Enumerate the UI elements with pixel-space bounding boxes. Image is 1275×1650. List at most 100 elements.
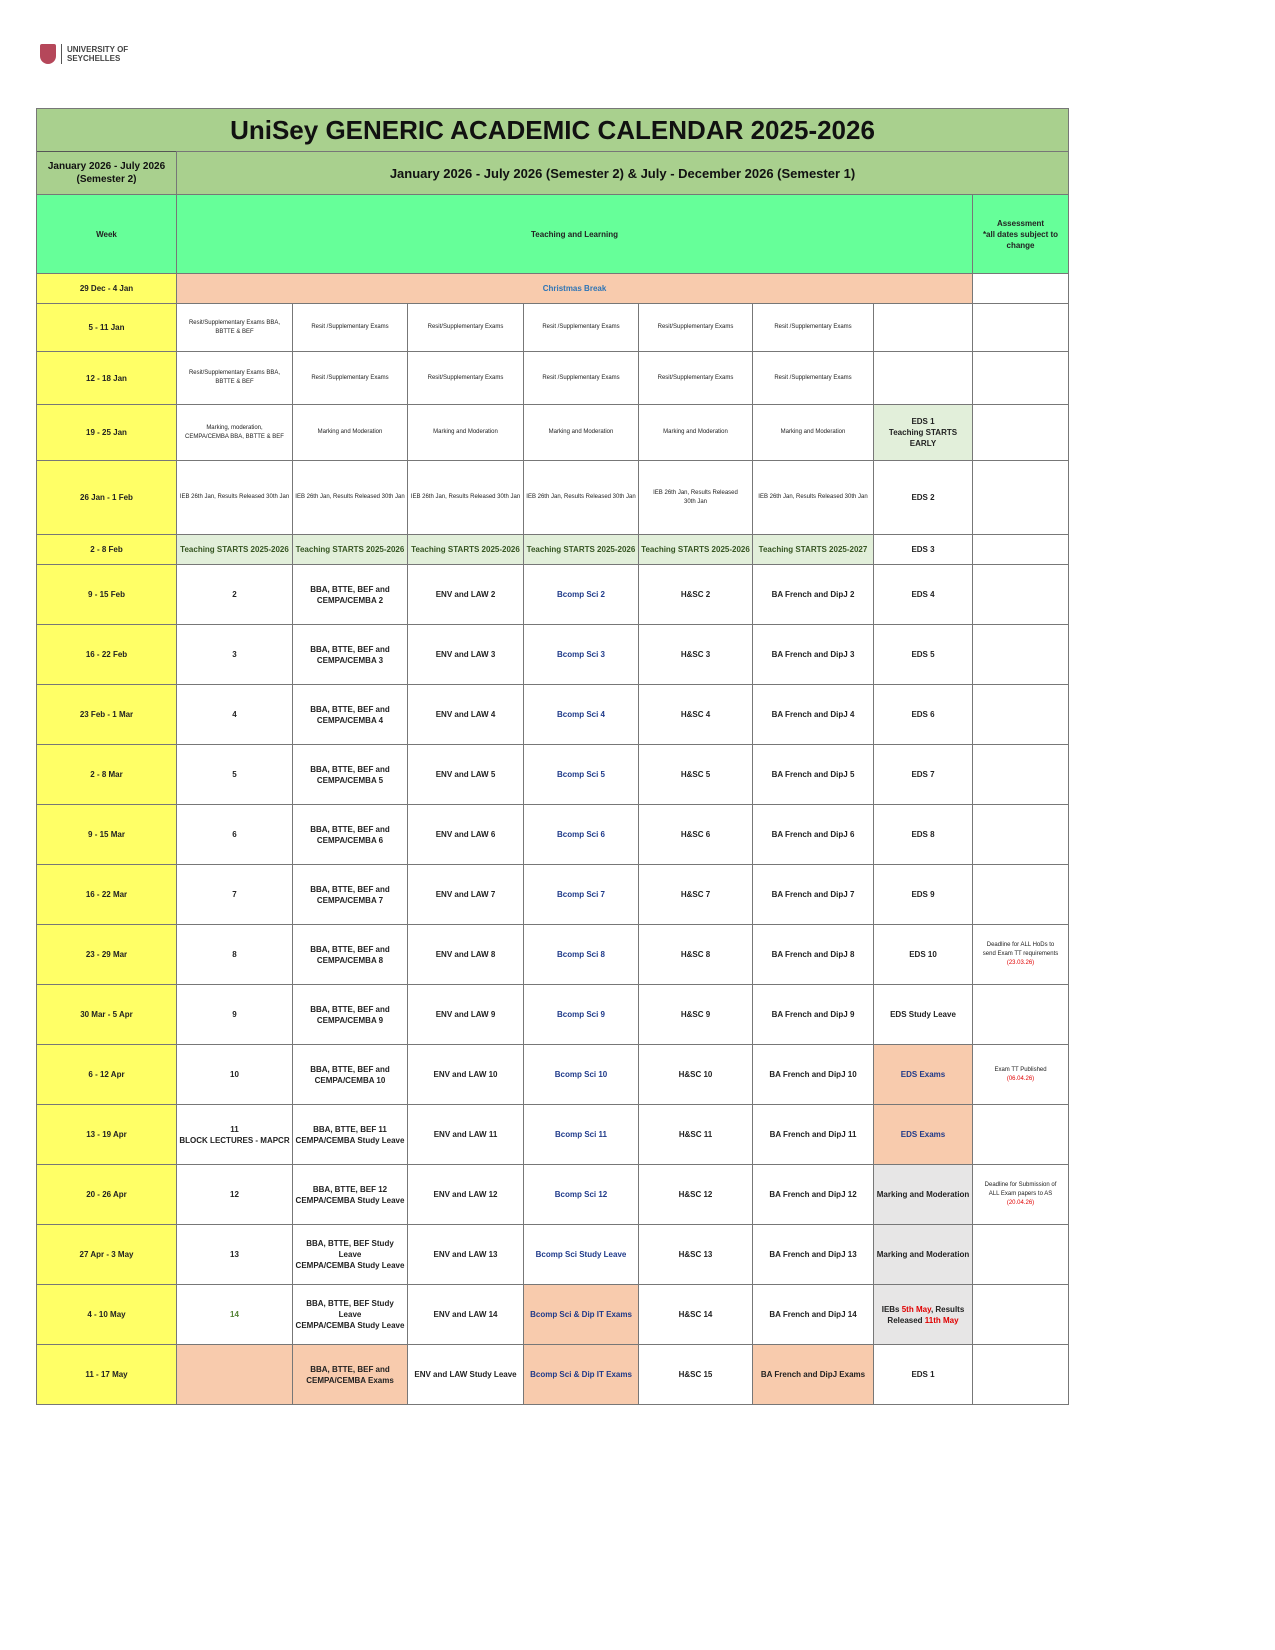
- table-row: 23 - 29 Mar 8 BBA, BTTE, BEF and CEMPA/CEM…: [36, 924, 1070, 985]
- schedule-cell: Bcomp Sci 8: [523, 924, 639, 985]
- text-segment: IEBs: [881, 1304, 902, 1314]
- schedule-cell: 11 BLOCK LECTURES - MAPCR: [176, 1104, 293, 1165]
- schedule-cell: ENV and LAW 6: [407, 804, 524, 865]
- academic-calendar-table: UniSey GENERIC ACADEMIC CALENDAR 2025-20…: [35, 108, 1070, 1405]
- schedule-cell: EDS 2: [873, 460, 973, 535]
- schedule-cell: Bcomp Sci 2: [523, 564, 639, 625]
- table-row: 27 Apr - 3 May 13 BBA, BTTE, BEF Study Lea…: [36, 1224, 1070, 1285]
- schedule-cell: Marking, moderation, CEMPA/CEMBA BBA, BB…: [176, 404, 293, 461]
- schedule-cell: EDS 6: [873, 684, 973, 745]
- schedule-cell: Resit /Supplementary Exams: [523, 351, 639, 405]
- schedule-cell: EDS Study Leave: [873, 984, 973, 1045]
- week-cell: 9 - 15 Feb: [36, 564, 177, 625]
- schedule-cell: ENV and LAW 13: [407, 1224, 524, 1285]
- week-cell: 30 Mar - 5 Apr: [36, 984, 177, 1045]
- table-row: 23 Feb - 1 Mar 4 BBA, BTTE, BEF and CEMPA/…: [36, 684, 1070, 745]
- schedule-cell: BA French and DipJ 12: [752, 1164, 874, 1225]
- schedule-cell: H&SC 3: [638, 624, 753, 685]
- schedule-cell: EDS 10: [873, 924, 973, 985]
- schedule-cell: Marking and Moderation: [752, 404, 874, 461]
- schedule-cell: ENV and LAW 10: [407, 1044, 524, 1105]
- assessment-cell: [971, 864, 1070, 925]
- schedule-cell: Resit/Supplementary Exams BBA, BBTTE & B…: [176, 303, 293, 352]
- schedule-cell: BA French and DipJ 10: [752, 1044, 874, 1105]
- schedule-cell: H&SC 13: [638, 1224, 753, 1285]
- logo-text: UNIVERSITY OF SEYCHELLES: [67, 45, 128, 63]
- crest-icon: [40, 44, 56, 64]
- schedule-cell: 8: [176, 924, 293, 985]
- table-row: 9 - 15 Mar 6 BBA, BTTE, BEF and CEMPA/CEMB…: [36, 804, 1070, 865]
- assessment-cell: Exam TT Published (06.04.26): [971, 1044, 1070, 1105]
- schedule-cell: H&SC 14: [638, 1284, 753, 1345]
- week-cell: 23 Feb - 1 Mar: [36, 684, 177, 745]
- schedule-cell: IEB 26th Jan, Results Released 30th Jan: [176, 460, 293, 535]
- week-cell: 20 - 26 Apr: [36, 1164, 177, 1225]
- schedule-cell: [873, 351, 973, 405]
- schedule-cell: 2: [176, 564, 293, 625]
- table-row: 5 - 11 Jan Resit/Supplementary Exams BBA,…: [36, 303, 1070, 352]
- schedule-cell: Resit /Supplementary Exams: [292, 351, 408, 405]
- schedule-cell: IEB 26th Jan, Results Released 30th Jan: [292, 460, 408, 535]
- schedule-cell: Teaching STARTS 2025-2026: [176, 534, 293, 565]
- table-row: 29 Dec - 4 Jan Christmas Break: [36, 273, 1070, 304]
- schedule-cell: ENV and LAW 2: [407, 564, 524, 625]
- schedule-cell: ENV and LAW 3: [407, 624, 524, 685]
- schedule-cell: Resit /Supplementary Exams: [752, 303, 874, 352]
- semester-label: January 2026 - July 2026 (Semester 2): [36, 151, 177, 195]
- table-row: 12 - 18 Jan Resit/Supplementary Exams BBA…: [36, 351, 1070, 405]
- week-cell: 2 - 8 Mar: [36, 744, 177, 805]
- assessment-cell: Deadline for Submission of ALL Exam pape…: [971, 1164, 1070, 1225]
- assessment-cell: [971, 303, 1070, 352]
- schedule-cell: BBA, BTTE, BEF and CEMPA/CEMBA 2: [292, 564, 408, 625]
- schedule-cell: BA French and DipJ 8: [752, 924, 874, 985]
- header-assessment: Assessment *all dates subject to change: [971, 194, 1070, 274]
- schedule-cell: 6: [176, 804, 293, 865]
- schedule-cell: H&SC 6: [638, 804, 753, 865]
- week-cell: 29 Dec - 4 Jan: [36, 273, 177, 304]
- week-cell: 16 - 22 Mar: [36, 864, 177, 925]
- table-row: 9 - 15 Feb 2 BBA, BTTE, BEF and CEMPA/CEMB…: [36, 564, 1070, 625]
- schedule-cell: EDS Exams: [873, 1104, 973, 1165]
- schedule-cell: BBA, BTTE, BEF and CEMPA/CEMBA 7: [292, 864, 408, 925]
- schedule-cell: BBA, BTTE, BEF and CEMPA/CEMBA 6: [292, 804, 408, 865]
- table-row: 19 - 25 Jan Marking, moderation, CEMPA/CE…: [36, 404, 1070, 461]
- schedule-cell: ENV and LAW 14: [407, 1284, 524, 1345]
- schedule-cell: ENV and LAW Study Leave: [407, 1344, 524, 1405]
- week-cell: 27 Apr - 3 May: [36, 1224, 177, 1285]
- schedule-cell: EDS Exams: [873, 1044, 973, 1105]
- assessment-cell: [971, 1344, 1070, 1405]
- table-row: 20 - 26 Apr 12 BBA, BTTE, BEF 12 CEMPA/CEM…: [36, 1164, 1070, 1225]
- schedule-cell: H&SC 4: [638, 684, 753, 745]
- schedule-cell: EDS 3: [873, 534, 973, 565]
- schedule-cell: EDS 1: [873, 1344, 973, 1405]
- schedule-cell: BBA, BTTE, BEF and CEMPA/CEMBA 4: [292, 684, 408, 745]
- assessment-date: (23.03.26): [1006, 960, 1035, 966]
- schedule-cell: H&SC 9: [638, 984, 753, 1045]
- assessment-cell: [971, 1224, 1070, 1285]
- logo-line1: UNIVERSITY OF: [67, 45, 129, 54]
- schedule-cell: H&SC 12: [638, 1164, 753, 1225]
- schedule-cell: Teaching STARTS 2025-2026: [523, 534, 639, 565]
- table-row: 11 - 17 May BBA, BTTE, BEF and CEMPA/CEMB…: [36, 1344, 1070, 1405]
- schedule-cell: ENV and LAW 8: [407, 924, 524, 985]
- table-row: 16 - 22 Feb 3 BBA, BTTE, BEF and CEMPA/CEM…: [36, 624, 1070, 685]
- table-row: 16 - 22 Mar 7 BBA, BTTE, BEF and CEMPA/CEM…: [36, 864, 1070, 925]
- schedule-cell: IEBs 5th May, Results Released 11th May: [873, 1284, 973, 1345]
- week-cell: 5 - 11 Jan: [36, 303, 177, 352]
- schedule-cell: BA French and DipJ Exams: [752, 1344, 874, 1405]
- schedule-cell: Marking and Moderation: [523, 404, 639, 461]
- schedule-cell: Bcomp Sci & Dip IT Exams: [523, 1284, 639, 1345]
- schedule-cell: EDS 1 Teaching STARTS EARLY: [873, 404, 973, 461]
- schedule-cell: Resit/Supplementary Exams: [638, 303, 753, 352]
- schedule-cell: 13: [176, 1224, 293, 1285]
- schedule-cell: IEB 26th Jan, Results Released 30th Jan: [523, 460, 639, 535]
- schedule-cell: ENV and LAW 7: [407, 864, 524, 925]
- schedule-cell: EDS 4: [873, 564, 973, 625]
- schedule-cell: BBA, BTTE, BEF 12 CEMPA/CEMBA Study Leav…: [292, 1164, 408, 1225]
- table-row: 2 - 8 Mar 5 BBA, BTTE, BEF and CEMPA/CEMBA…: [36, 744, 1070, 805]
- schedule-cell: 14: [176, 1284, 293, 1345]
- schedule-cell: ENV and LAW 11: [407, 1104, 524, 1165]
- schedule-cell: 12: [176, 1164, 293, 1225]
- week-cell: 19 - 25 Jan: [36, 404, 177, 461]
- schedule-cell: H&SC 5: [638, 744, 753, 805]
